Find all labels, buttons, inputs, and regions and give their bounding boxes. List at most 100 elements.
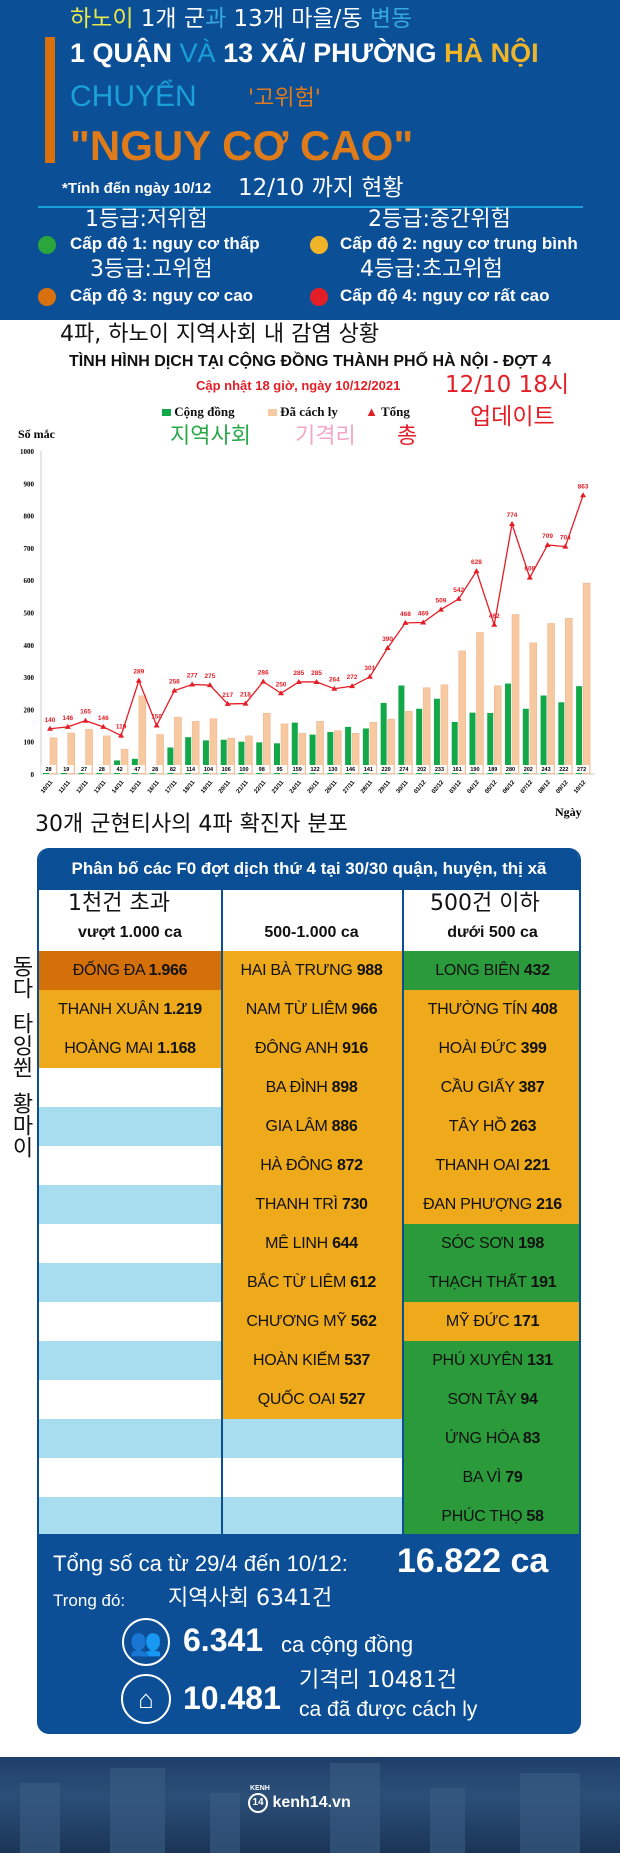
community-data-label: 202	[417, 767, 426, 773]
district-name: THANH XUÂN	[58, 1001, 160, 1018]
data-label-bg	[467, 765, 483, 773]
community-bar	[238, 741, 245, 774]
total-marker	[189, 681, 196, 687]
district-cell: BẮC TỪ LIÊM 612	[221, 1263, 402, 1302]
district-cases: 988	[356, 962, 383, 979]
total-data-label: 289	[133, 669, 144, 676]
district-cell: PHÚ XUYÊN 131	[402, 1341, 579, 1380]
total-data-label: 277	[187, 673, 198, 680]
community-bar	[362, 728, 369, 774]
total-marker	[64, 723, 71, 729]
total-value: 16.822 ca	[397, 1542, 549, 1580]
total-marker	[242, 700, 249, 706]
community-bar	[380, 702, 387, 774]
people-group-icon: 👥	[122, 1618, 170, 1666]
x-tick-label: 08/12	[538, 779, 553, 795]
community-bar	[291, 722, 298, 774]
data-label-bg	[556, 765, 572, 773]
column-divider	[221, 890, 223, 1536]
level-4-label: Cấp độ 4: nguy cơ rất cao	[340, 286, 550, 305]
isolated-bar	[511, 614, 520, 775]
headline-word: HÀ NỘI	[444, 38, 539, 68]
total-data-label: 628	[471, 559, 482, 566]
x-tick-label: 06/12	[502, 779, 517, 795]
community-data-label: 233	[435, 767, 444, 773]
empty-cell	[39, 1146, 221, 1185]
district-cell: ĐỐNG ĐA 1.966	[39, 951, 221, 990]
district-name: THẠCH THẤT	[428, 1274, 527, 1291]
total-marker	[47, 725, 53, 731]
district-name: ĐỐNG ĐA	[72, 962, 145, 979]
ko-col3-label: 500건 이하	[430, 891, 540, 916]
ko-col1-label: 1천건 초과	[68, 891, 170, 916]
data-label-bg	[112, 765, 128, 773]
district-name: PHÚ XUYÊN	[432, 1352, 523, 1369]
x-tick-label: 16/11	[147, 779, 161, 795]
total-data-label: 140	[45, 717, 56, 724]
empty-cell	[221, 1419, 402, 1458]
district-cases: 898	[331, 1079, 358, 1096]
total-data-label: 863	[578, 483, 589, 490]
x-axis-label: Ngày	[555, 805, 582, 819]
x-tick-label: 05/12	[484, 779, 499, 795]
isolated-bar	[334, 730, 342, 775]
ko-level-3: 3등급:고위험	[90, 257, 213, 282]
total-marker	[509, 520, 516, 526]
column-header: vượt 1.000 ca	[39, 890, 221, 951]
empty-cell	[221, 1497, 402, 1536]
district-cell: GIA LÂM 886	[221, 1107, 402, 1146]
district-cell: LONG BIÊN 432	[402, 951, 579, 990]
isolated-bar	[351, 733, 360, 775]
empty-cell	[39, 1224, 221, 1263]
data-label-bg	[414, 765, 430, 773]
x-tick-label: 17/11	[165, 779, 179, 795]
ko-table-title: 30개 군현티사의 4파 확진자 분포	[35, 812, 348, 837]
x-tick-label: 29/11	[378, 779, 392, 795]
community-data-label: 243	[541, 767, 550, 773]
district-cases: 1.966	[148, 962, 188, 979]
total-data-label: 469	[418, 611, 429, 618]
community-data-label: 280	[506, 767, 515, 773]
district-cell: HÀ ĐÔNG 872	[221, 1146, 402, 1185]
empty-cell	[39, 1419, 221, 1458]
legend-isolated-swatch-icon	[267, 409, 277, 416]
total-marker	[171, 687, 178, 693]
level-4-dot-icon	[310, 288, 328, 306]
community-value: 6.341	[183, 1622, 264, 1658]
community-bar	[274, 743, 281, 774]
home-isolation-icon: ⌂	[121, 1674, 171, 1724]
column-header: dưới 500 ca	[402, 890, 579, 951]
legend-total: Tổng	[381, 404, 410, 419]
community-bar	[327, 732, 334, 774]
legend-total-marker-icon: ▲	[365, 404, 378, 419]
data-label-bg	[520, 765, 536, 773]
total-data-label: 146	[62, 715, 73, 722]
district-cell: MÊ LINH 644	[221, 1224, 402, 1263]
total-data-label: 275	[205, 673, 216, 680]
community-data-label: 98	[259, 767, 265, 773]
district-name: ỨNG HÒA	[444, 1430, 519, 1447]
headline-line3: "NGUY CƠ CAO"	[70, 122, 414, 169]
empty-cell	[39, 1185, 221, 1224]
district-cases: 1.168	[157, 1040, 196, 1057]
x-tick-label: 24/11	[289, 779, 303, 795]
district-cell: TÂY HỒ 263	[402, 1107, 579, 1146]
community-data-label: 146	[346, 767, 355, 773]
x-tick-label: 02/12	[431, 779, 446, 795]
community-data-label: 95	[276, 767, 282, 773]
total-marker	[491, 621, 498, 627]
ko-high-risk: '고위험'	[248, 86, 321, 111]
community-data-label: 42	[117, 767, 123, 773]
community-data-label: 28	[45, 767, 51, 773]
district-cases: 730	[341, 1196, 368, 1213]
data-label-bg	[200, 765, 216, 773]
district-cell: CẦU GIẤY 387	[402, 1068, 579, 1107]
community-data-label: 114	[186, 767, 196, 773]
district-cell: ĐAN PHƯỢNG 216	[402, 1185, 579, 1224]
total-marker	[206, 682, 213, 688]
covid-chart: 0 100 200 300 400 500 600 700 800 900 1000 28 10/11 1…	[20, 448, 595, 795]
total-marker	[473, 568, 480, 574]
ko-isolated-total: 기격리 10481건	[299, 1668, 457, 1693]
total-data-label: 258	[169, 679, 180, 686]
ko-word: 과	[205, 6, 227, 32]
